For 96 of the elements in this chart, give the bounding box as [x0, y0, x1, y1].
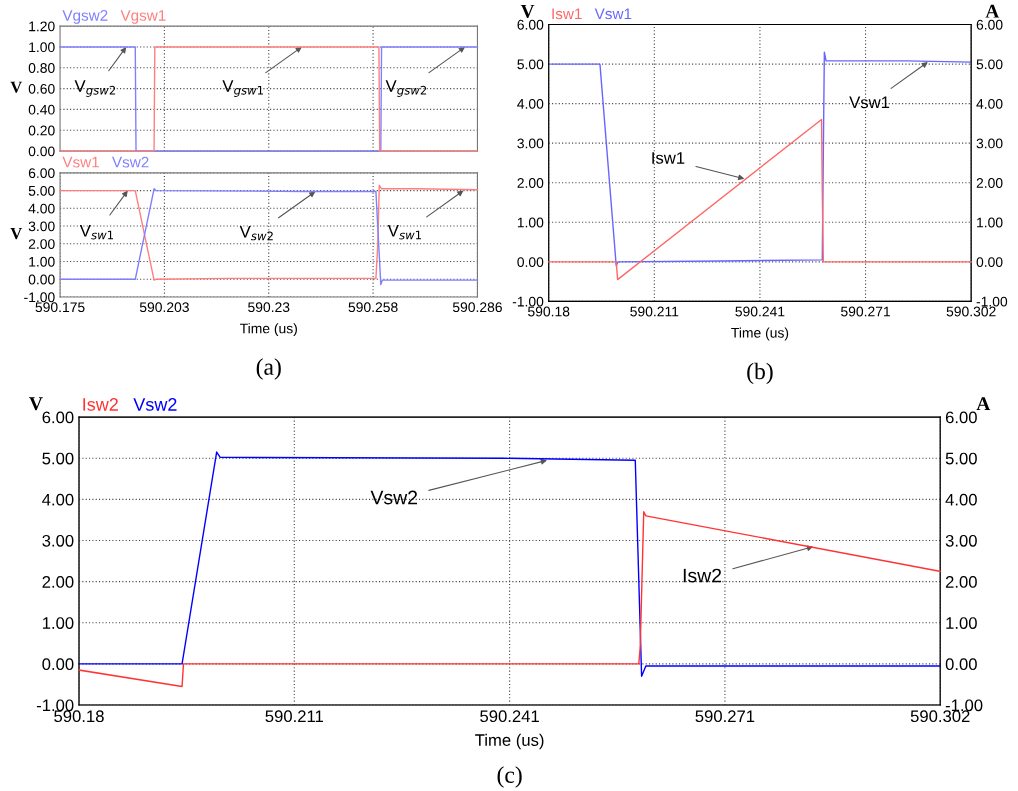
y-axis-title: V — [520, 4, 535, 18]
x-axis-title: Time (us) — [475, 733, 544, 750]
y2-tick-label: 2.00 — [945, 576, 977, 588]
y-tick-label: 6.00 — [517, 19, 544, 30]
line-series — [78, 511, 941, 688]
y-tick-label: 3.00 — [28, 221, 55, 232]
x-tick-label: 590.302 — [910, 710, 970, 723]
y-tick-label: 4.00 — [517, 98, 544, 109]
y-tick-label: 4.00 — [42, 493, 74, 506]
series-label: Vgsw1 — [120, 10, 166, 24]
annotation: V$_{sw1}$ — [387, 225, 422, 240]
y2-tick-label: -1.00 — [945, 699, 983, 712]
y-tick-label: 0.00 — [42, 658, 74, 671]
y2-tick-label: -1.00 — [976, 296, 1008, 307]
y2-tick-label: 5.00 — [945, 452, 977, 465]
line-series — [548, 118, 972, 281]
y2-tick-label: 6.00 — [976, 19, 1003, 30]
text: (c) — [497, 766, 522, 788]
y-tick-label: 1.00 — [29, 42, 55, 53]
y2-axis-title: A — [985, 4, 1000, 18]
annotation: V$_{gsw2}$ — [74, 80, 116, 97]
y2-tick-label: 6.00 — [945, 411, 977, 424]
y-tick-label: -1.00 — [24, 292, 55, 303]
series-label: Vsw1 — [62, 156, 99, 168]
annotation: Isw1 — [652, 152, 685, 164]
text: Isw2 — [83, 398, 118, 411]
x-tick-label: 590.302 — [946, 306, 996, 317]
y2-tick-label: 0.00 — [976, 257, 1003, 267]
y-tick-label: 1.20 — [29, 21, 55, 32]
x-tick-label: 590.241 — [735, 306, 785, 317]
y-tick-label: 0.00 — [28, 146, 55, 157]
annotation: V$_{gsw2}$ — [385, 80, 427, 97]
x-tick-label: 590.175 — [35, 302, 85, 313]
y2-tick-label: 4.00 — [945, 493, 977, 506]
line-series — [548, 51, 972, 267]
annotation: V$_{gsw1}$ — [222, 80, 263, 97]
y-tick-label: 2.00 — [517, 178, 544, 188]
y-tick-label: 5.00 — [42, 452, 74, 465]
text: Vsw2 — [133, 398, 177, 411]
x-axis-title: Time (us) — [240, 323, 297, 337]
annotation: V$_{sw1}$ — [79, 225, 114, 240]
x-tick-label: 590.271 — [841, 306, 890, 317]
y-tick-label: 0.20 — [28, 125, 55, 136]
y-axis-title: V — [29, 397, 43, 411]
y-tick-label: 0.60 — [28, 83, 55, 94]
y2-tick-label: 0.00 — [945, 658, 977, 671]
annotation: Vsw2 — [370, 490, 418, 505]
series-label: Vsw2 — [112, 156, 149, 168]
y2-tick-label: 4.00 — [976, 98, 1003, 109]
series-label: Vgsw2 — [62, 9, 108, 24]
y-tick-label: 3.00 — [42, 534, 74, 547]
annotation: V$_{sw2}$ — [239, 225, 273, 241]
x-tick-label: 590.271 — [695, 710, 755, 723]
x-tick-label: 590.241 — [480, 710, 539, 723]
annotation: Isw2 — [683, 568, 722, 583]
x-tick-label: 590.23 — [248, 302, 290, 313]
text: (a) — [256, 358, 281, 380]
text: Isw1 — [552, 8, 582, 20]
y-tick-label: 3.00 — [517, 138, 544, 149]
y2-tick-label: 3.00 — [976, 138, 1003, 149]
y-tick-label: 1.00 — [29, 256, 55, 267]
y2-tick-label: 5.00 — [976, 59, 1003, 70]
y-tick-label: 0.00 — [517, 257, 544, 267]
x-tick-label: 590.211 — [265, 710, 323, 723]
x-tick-label: 590.286 — [452, 302, 502, 313]
annotation: Vsw1 — [849, 96, 890, 109]
x-tick-label: 590.18 — [528, 306, 570, 317]
y-tick-label: 0.40 — [28, 104, 55, 115]
y-tick-label: -1.00 — [512, 296, 544, 307]
y2-tick-label: 2.00 — [976, 178, 1003, 188]
y-tick-label: 0.00 — [28, 274, 55, 285]
y-tick-label: 2.00 — [42, 576, 74, 588]
text: Vsw1 — [594, 8, 632, 20]
y2-tick-label: 1.00 — [977, 217, 1003, 228]
x-axis-title: Time (us) — [731, 327, 789, 341]
text: (b) — [747, 362, 773, 385]
y-axis-title: V — [10, 81, 23, 93]
y2-tick-label: 3.00 — [945, 534, 977, 547]
x-tick-label: 590.258 — [348, 302, 398, 313]
y-tick-label: 6.00 — [28, 168, 55, 178]
y2-axis-title: A — [976, 397, 991, 411]
x-tick-label: 590.211 — [630, 306, 679, 317]
y-tick-label: 6.00 — [42, 411, 74, 424]
y-tick-label: 1.00 — [517, 217, 544, 228]
y-axis-title: V — [10, 228, 23, 240]
y-tick-label: 1.00 — [42, 617, 74, 629]
y2-tick-label: 1.00 — [946, 617, 977, 629]
y-tick-label: 5.00 — [517, 59, 544, 70]
y-tick-label: 2.00 — [28, 239, 55, 249]
y-tick-label: -1.00 — [36, 699, 74, 712]
y-tick-label: 5.00 — [28, 185, 55, 196]
x-tick-label: 590.18 — [54, 710, 104, 723]
line-series — [78, 451, 941, 677]
y-tick-label: 0.80 — [28, 63, 55, 73]
x-tick-label: 590.203 — [139, 302, 189, 313]
y-tick-label: 4.00 — [28, 203, 55, 214]
